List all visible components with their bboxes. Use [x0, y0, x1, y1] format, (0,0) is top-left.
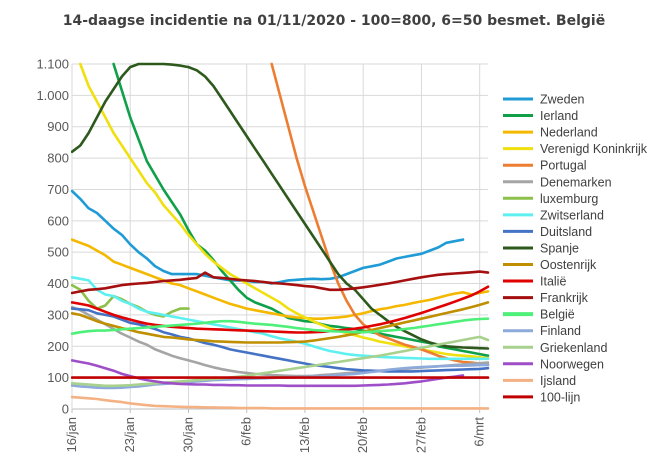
series-line-zwitserland — [71, 275, 490, 361]
x-tick-label: 16/jan — [64, 417, 79, 452]
y-tick-label: 700 — [47, 182, 69, 197]
legend-entry: Zwitserland — [540, 208, 604, 222]
series-lines — [71, 62, 490, 410]
x-tick-label: 20/feb — [355, 417, 370, 453]
y-tick-label: 1.000 — [36, 88, 69, 103]
series-line-spanje — [71, 62, 490, 350]
series-line-ijsland — [71, 395, 490, 410]
legend-entry: Denemarken — [540, 175, 612, 189]
y-tick-label: 300 — [47, 307, 69, 322]
series-line-belgi- — [71, 317, 490, 336]
legend-entry: Frankrijk — [540, 291, 589, 305]
chart-title: 14-daagse incidentie na 01/11/2020 - 100… — [63, 13, 605, 29]
y-tick-label: 100 — [47, 370, 69, 385]
x-tick-label: 30/jan — [180, 417, 195, 452]
series-line-oostenrijk — [71, 301, 490, 344]
y-tick-label: 500 — [47, 245, 69, 260]
series-line-duitsland — [71, 307, 490, 373]
legend-entry: 100-lijn — [540, 390, 580, 404]
x-axis: 16/jan 23/jan 30/jan 6/feb 13/feb 20/feb 27/fe… — [64, 409, 487, 453]
legend-entry: Oostenrijk — [540, 258, 597, 272]
y-tick-label: 900 — [47, 119, 69, 134]
x-tick-label: 6/mrt — [472, 417, 487, 447]
legend: Zweden Ierland Nederland Verenigd Koninkrij… — [503, 93, 648, 404]
legend-entry: Nederland — [540, 126, 598, 140]
y-tick-label: 1.100 — [36, 57, 69, 72]
series-line-nederland — [71, 238, 490, 321]
legend-entry: Portugal — [540, 159, 587, 173]
legend-entry: Noorwegen — [540, 357, 604, 371]
legend-entry: Zweden — [540, 93, 585, 107]
y-tick-label: 0 — [62, 402, 69, 417]
y-axis: 0 100 200 300 400 500 600 700 800 900 1.000 1.100 — [36, 57, 69, 417]
legend-entry: Duitsland — [540, 225, 592, 239]
y-tick-label: 400 — [47, 276, 69, 291]
series-line-frankrijk — [71, 270, 490, 295]
series-line-griekenland — [71, 335, 490, 388]
y-tick-label: 600 — [47, 213, 69, 228]
legend-entry: luxemburg — [540, 192, 598, 206]
series-line-portugal — [270, 62, 490, 366]
x-tick-label: 27/feb — [413, 417, 428, 453]
legend-entry: Griekenland — [540, 341, 607, 355]
y-tick-label: 200 — [47, 339, 69, 354]
series-line-itali- — [71, 285, 490, 334]
legend-entry: Ierland — [540, 109, 578, 123]
legend-entry: Ijsland — [540, 374, 576, 388]
legend-entry: Verenigd Koninkrijk — [540, 142, 648, 156]
legend-entry: Italië — [540, 275, 566, 289]
grid-lines — [71, 63, 488, 410]
x-tick-label: 13/feb — [297, 417, 312, 453]
legend-entry: Spanje — [540, 241, 579, 255]
y-tick-label: 800 — [47, 151, 69, 166]
x-tick-label: 6/feb — [239, 417, 254, 446]
legend-entry: België — [540, 308, 575, 322]
legend-entry: Finland — [540, 324, 581, 338]
x-tick-label: 23/jan — [122, 417, 137, 452]
